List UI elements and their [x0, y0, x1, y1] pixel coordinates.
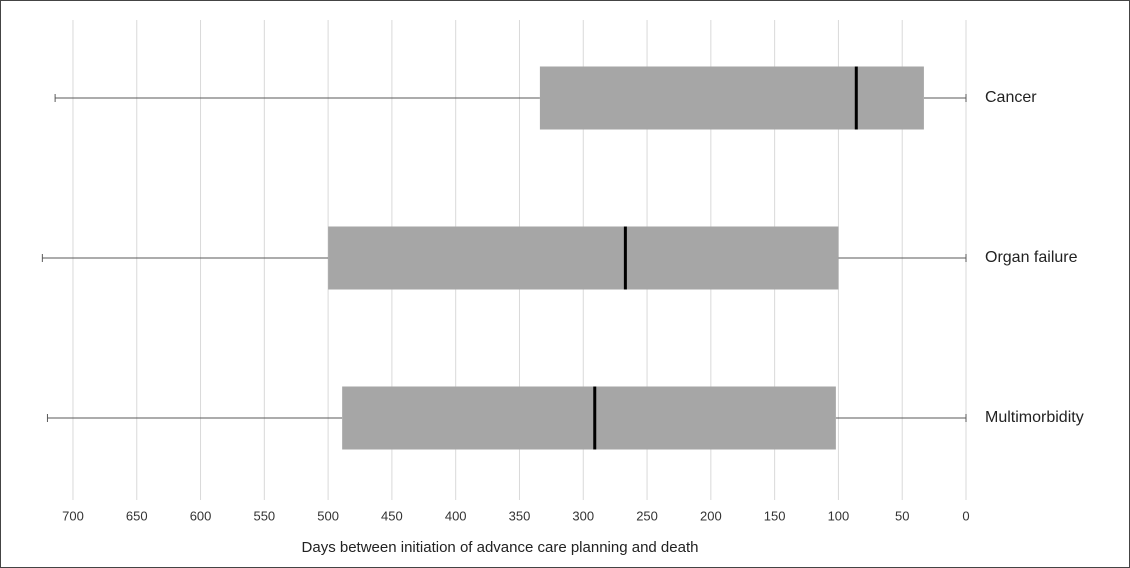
x-tick-label: 500 [317, 508, 339, 523]
x-tick-label: 600 [190, 508, 212, 523]
category-label: Organ failure [985, 249, 1078, 266]
x-tick-label: 650 [126, 508, 148, 523]
box [328, 226, 839, 290]
x-tick-label: 150 [764, 508, 786, 523]
box [539, 66, 924, 130]
category-label: Multimorbidity [985, 409, 1084, 426]
box [342, 386, 836, 450]
category-label: Cancer [985, 89, 1037, 106]
x-axis-title: Days between initiation of advance care … [302, 539, 699, 556]
x-tick-label: 350 [509, 508, 531, 523]
x-tick-label: 200 [700, 508, 722, 523]
x-tick-label: 550 [253, 508, 275, 523]
x-tick-label: 450 [381, 508, 403, 523]
x-tick-label: 250 [636, 508, 658, 523]
x-tick-label: 700 [62, 508, 84, 523]
x-tick-label: 50 [895, 508, 909, 523]
x-tick-label: 400 [445, 508, 467, 523]
x-tick-label: 0 [962, 508, 969, 523]
x-tick-label: 300 [572, 508, 594, 523]
x-tick-label: 100 [828, 508, 850, 523]
